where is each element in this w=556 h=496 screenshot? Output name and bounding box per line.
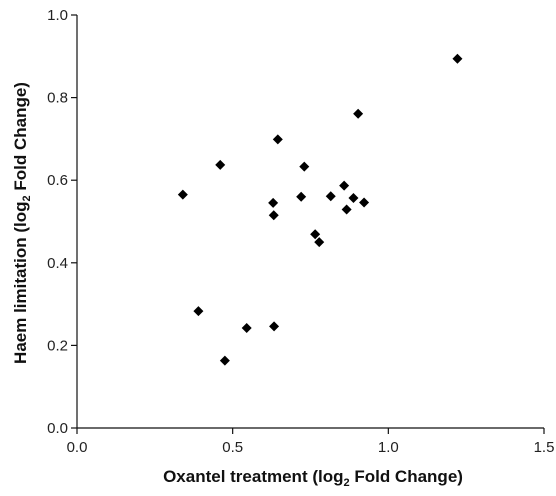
data-point-diamond: [341, 204, 352, 215]
x-tick-label: 0.0: [67, 439, 88, 456]
y-axis-title-prefix: Haem limitation (log: [11, 201, 30, 363]
data-point-diamond: [241, 323, 252, 334]
data-points: [177, 53, 463, 366]
x-axis-ticks: 0.0 0.5 1.0 1.5: [67, 428, 555, 456]
data-point-diamond: [348, 192, 359, 203]
data-point-diamond: [325, 191, 336, 202]
data-point-diamond: [177, 189, 188, 200]
x-tick-label: 1.5: [534, 439, 555, 456]
y-tick-label: 0.6: [47, 172, 68, 189]
data-point-diamond: [269, 321, 280, 332]
x-axis-title-suffix: Fold Change): [350, 467, 463, 486]
y-axis-title-suffix: Fold Change): [11, 82, 30, 195]
x-axis-title-subscript: 2: [343, 477, 349, 489]
data-point-diamond: [353, 108, 364, 119]
x-tick-label: 0.5: [222, 439, 243, 456]
data-point-diamond: [299, 161, 310, 172]
y-tick-label: 1.0: [47, 7, 68, 24]
data-point-diamond: [268, 210, 279, 221]
data-point-diamond: [219, 355, 230, 366]
y-tick-label: 0.4: [47, 255, 68, 272]
x-axis-title: Oxantel treatment (log2 Fold Change): [163, 467, 463, 489]
data-point-diamond: [193, 306, 204, 317]
data-point-diamond: [268, 197, 279, 208]
y-tick-label: 0.2: [47, 337, 68, 354]
x-axis-title-prefix: Oxantel treatment (log: [163, 467, 343, 486]
data-point-diamond: [310, 229, 321, 240]
data-point-diamond: [452, 53, 463, 64]
data-point-diamond: [339, 180, 350, 191]
data-point-diamond: [314, 237, 325, 248]
y-tick-label: 0.8: [47, 90, 68, 107]
y-axis-title-subscript: 2: [21, 195, 33, 201]
y-axis-title: Haem limitation (log2 Fold Change): [11, 82, 33, 364]
data-point-diamond: [296, 191, 307, 202]
axes: [76, 15, 544, 429]
data-point-diamond: [359, 197, 370, 208]
y-axis-ticks: 0.0 0.2 0.4 0.6 0.8 1.0: [47, 7, 77, 437]
x-tick-label: 1.0: [378, 439, 399, 456]
y-tick-label: 0.0: [47, 420, 68, 437]
data-point-diamond: [272, 134, 283, 145]
data-point-diamond: [215, 159, 226, 170]
